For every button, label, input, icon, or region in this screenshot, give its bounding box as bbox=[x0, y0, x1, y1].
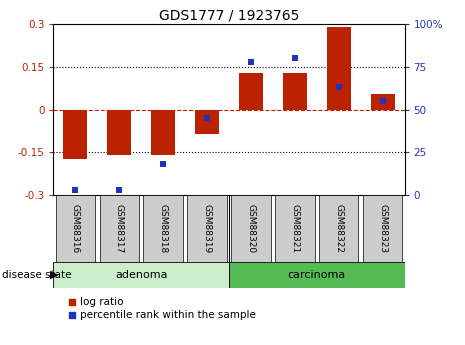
Text: GSM88317: GSM88317 bbox=[115, 204, 124, 253]
Text: GSM88320: GSM88320 bbox=[246, 204, 255, 253]
Text: carcinoma: carcinoma bbox=[288, 270, 346, 280]
Bar bbox=[56, 195, 95, 262]
Bar bbox=[195, 110, 219, 134]
Text: GSM88321: GSM88321 bbox=[290, 204, 299, 253]
Bar bbox=[151, 110, 175, 155]
Point bbox=[72, 187, 79, 193]
Bar bbox=[275, 195, 315, 262]
Bar bbox=[283, 72, 307, 110]
Text: adenoma: adenoma bbox=[115, 270, 167, 280]
Point bbox=[335, 85, 342, 90]
Text: GSM88319: GSM88319 bbox=[203, 204, 212, 253]
Bar bbox=[229, 262, 405, 288]
Text: GSM88318: GSM88318 bbox=[159, 204, 168, 253]
Bar bbox=[107, 110, 132, 155]
Point bbox=[159, 161, 167, 167]
Bar bbox=[53, 262, 229, 288]
Point bbox=[203, 115, 211, 121]
Text: GSM88323: GSM88323 bbox=[378, 204, 387, 253]
Legend: log ratio, percentile rank within the sample: log ratio, percentile rank within the sa… bbox=[68, 297, 256, 320]
Text: GSM88316: GSM88316 bbox=[71, 204, 80, 253]
Text: GSM88322: GSM88322 bbox=[334, 204, 343, 253]
Bar bbox=[100, 195, 139, 262]
Bar bbox=[231, 195, 271, 262]
Title: GDS1777 / 1923765: GDS1777 / 1923765 bbox=[159, 9, 299, 23]
Bar bbox=[143, 195, 183, 262]
Bar bbox=[187, 195, 227, 262]
Bar bbox=[326, 27, 351, 110]
Bar bbox=[319, 195, 359, 262]
Text: ▶: ▶ bbox=[50, 270, 58, 280]
Point bbox=[379, 98, 386, 104]
Bar bbox=[63, 110, 87, 159]
Point bbox=[116, 187, 123, 193]
Bar bbox=[371, 94, 395, 110]
Point bbox=[247, 59, 255, 65]
Point bbox=[291, 56, 299, 61]
Bar bbox=[239, 72, 263, 110]
Text: disease state: disease state bbox=[2, 270, 72, 280]
Bar bbox=[363, 195, 402, 262]
